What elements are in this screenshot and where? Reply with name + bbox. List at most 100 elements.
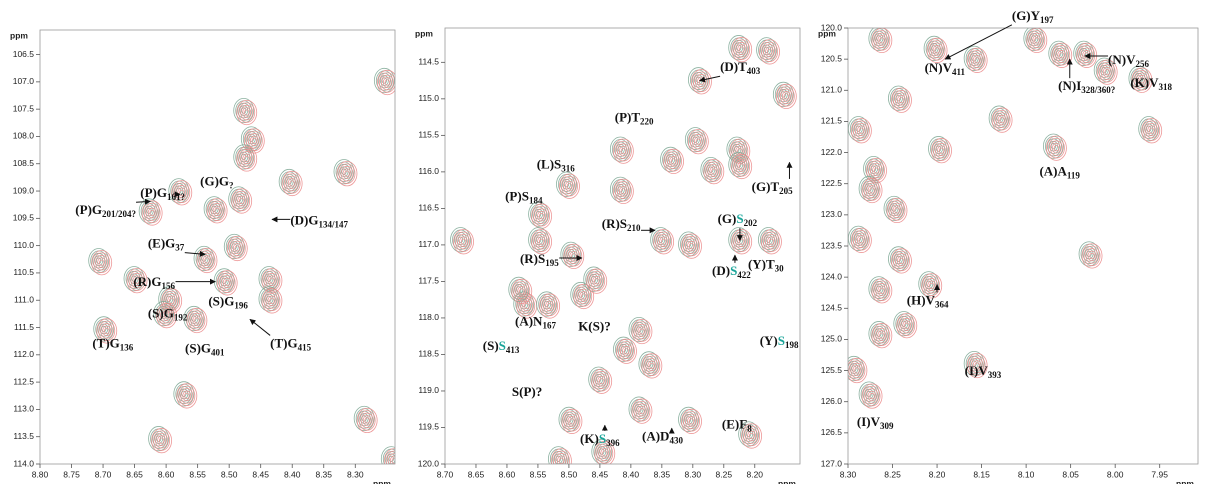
contour xyxy=(239,105,249,116)
peak-label: (R)S195 xyxy=(520,251,559,268)
contour xyxy=(1093,57,1115,83)
label-part: (R)S xyxy=(602,216,627,231)
peak-label: (S)G192 xyxy=(148,305,188,322)
contour xyxy=(616,338,637,364)
contour xyxy=(453,229,474,255)
contour xyxy=(242,107,252,118)
contour xyxy=(153,430,171,451)
contour xyxy=(873,280,891,301)
contour xyxy=(181,390,187,398)
y-tick-label: 117.5 xyxy=(418,276,439,286)
contour xyxy=(633,321,651,342)
contour xyxy=(888,246,909,272)
contour xyxy=(735,41,749,58)
frame xyxy=(847,27,1199,465)
contour xyxy=(166,295,172,303)
contour xyxy=(356,407,378,434)
contour xyxy=(866,390,872,398)
contour xyxy=(655,231,673,252)
contour xyxy=(175,185,189,201)
arrow xyxy=(249,318,271,336)
contour xyxy=(590,273,604,289)
contour xyxy=(232,243,242,254)
y-tick-label: 118.0 xyxy=(418,312,439,322)
contour xyxy=(639,328,645,335)
contour xyxy=(872,165,881,176)
contour xyxy=(970,52,984,69)
contour xyxy=(692,136,698,143)
contour xyxy=(731,153,753,180)
peak xyxy=(591,438,616,464)
contour xyxy=(877,285,887,297)
contour xyxy=(236,195,242,203)
label-part: (I)V xyxy=(857,414,881,429)
label-part: S xyxy=(736,211,743,226)
contour xyxy=(542,298,552,310)
contour xyxy=(685,240,692,248)
label-part: S xyxy=(499,338,506,353)
contour xyxy=(966,352,988,379)
contour xyxy=(99,323,109,335)
contour xyxy=(895,255,902,263)
peak xyxy=(153,301,178,329)
contour xyxy=(240,104,254,121)
x-axis-label: ppm xyxy=(778,478,796,484)
label-part: (S)G xyxy=(148,305,174,320)
subscript: 196 xyxy=(234,300,248,310)
contour xyxy=(556,455,566,464)
contour xyxy=(738,421,760,447)
label-part: (D)G xyxy=(290,213,318,228)
contour xyxy=(188,310,206,331)
contour xyxy=(131,275,137,282)
contour xyxy=(883,195,905,222)
contour xyxy=(179,189,185,196)
contour xyxy=(597,446,607,457)
contour xyxy=(562,178,571,190)
contour xyxy=(594,278,600,285)
contour xyxy=(144,205,154,217)
y-tick-label: 117.0 xyxy=(418,239,439,249)
contour xyxy=(593,371,611,392)
contour xyxy=(657,233,671,250)
contour xyxy=(378,72,395,93)
contour xyxy=(670,158,677,165)
contour xyxy=(155,435,162,442)
contour xyxy=(269,277,275,284)
contour xyxy=(576,289,586,300)
contour xyxy=(970,357,984,374)
contour xyxy=(689,131,707,152)
contour xyxy=(615,143,625,155)
contour xyxy=(258,266,280,292)
y-tick-label: 119.5 xyxy=(418,422,439,432)
contour xyxy=(184,392,190,400)
contour xyxy=(850,362,864,379)
peak xyxy=(373,67,395,96)
peak xyxy=(628,396,653,424)
contour xyxy=(578,291,584,298)
contour xyxy=(848,357,868,384)
contour xyxy=(95,254,109,271)
label-part: (H)V xyxy=(907,292,936,307)
contour xyxy=(736,161,742,168)
contour xyxy=(691,133,705,150)
peak xyxy=(1048,40,1073,68)
contour xyxy=(179,388,189,400)
contour xyxy=(1134,72,1144,84)
contour xyxy=(888,200,906,221)
contour xyxy=(763,46,770,53)
contour xyxy=(765,236,772,243)
contour xyxy=(258,286,280,312)
contour xyxy=(631,398,653,424)
label-part: (G)G xyxy=(200,173,229,188)
contour xyxy=(681,233,702,259)
contour xyxy=(932,45,942,56)
contour xyxy=(972,55,982,66)
contour xyxy=(219,275,229,287)
peak xyxy=(173,381,198,409)
contour xyxy=(176,187,182,194)
subscript: 167 xyxy=(542,320,556,330)
label-part: (R)G xyxy=(133,274,161,289)
y-tick-label: 108.0 xyxy=(13,131,35,141)
contour xyxy=(238,148,256,170)
peak xyxy=(203,196,228,224)
